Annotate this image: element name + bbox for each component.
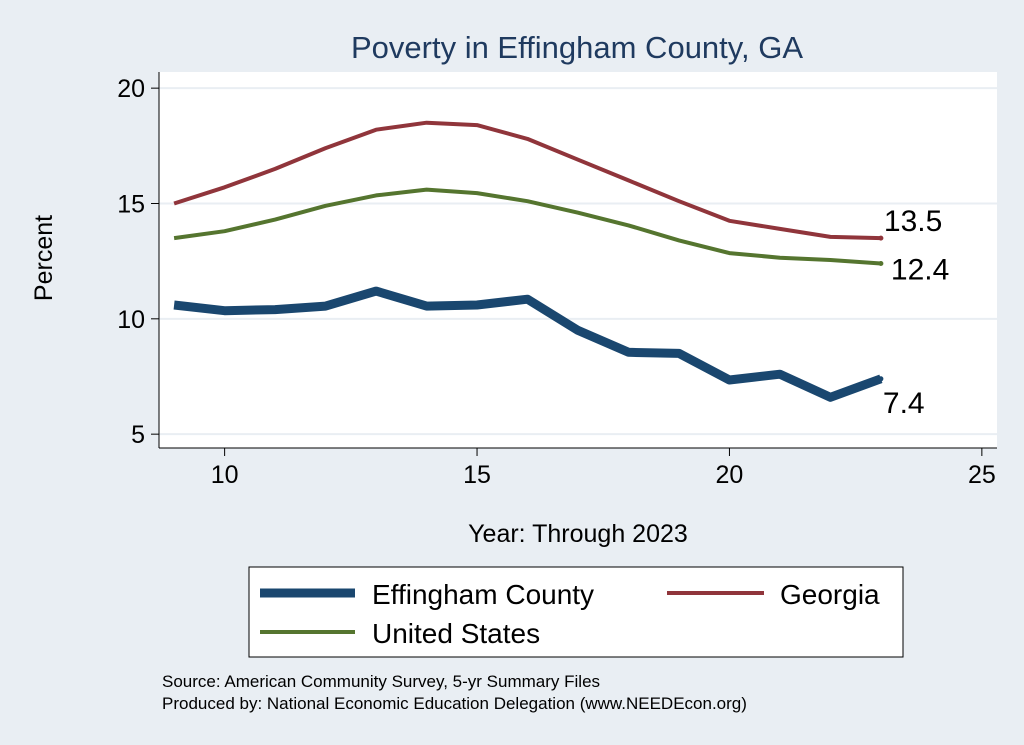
x-tick-label-20: 20 [716, 461, 744, 489]
series-lines [173, 120, 883, 402]
legend-label-united-states: United States [372, 618, 540, 649]
legend-label-effingham-county: Effingham County [372, 579, 594, 610]
y-tick-label-10: 10 [117, 306, 145, 334]
y-tick-label-20: 20 [117, 75, 145, 103]
end-label-effingham-county: 7.4 [883, 387, 925, 420]
end-labels: 7.4 13.5 12.4 [878, 205, 949, 420]
y-tick-label-15: 15 [117, 190, 145, 218]
legend: Effingham County Georgia United States [248, 566, 904, 658]
y-tick-label-5: 5 [131, 421, 145, 449]
plot-area [159, 72, 997, 448]
grid-lines [159, 87, 997, 436]
source-note: Source: American Community Survey, 5-yr … [162, 672, 600, 691]
series-line-georgia [173, 120, 881, 241]
x-tick-label-15: 15 [463, 461, 491, 489]
produced-by-note: Produced by: National Economic Education… [162, 694, 747, 713]
x-axis-title: Year: Through 2023 [468, 520, 688, 548]
x-tick-label-10: 10 [211, 461, 239, 489]
series-line-united-states [173, 187, 882, 266]
chart-title: Poverty in Effingham County, GA [351, 30, 803, 65]
legend-box [248, 566, 904, 658]
end-marker-effingham-county [878, 376, 884, 382]
end-label-united-states: 12.4 [891, 253, 949, 286]
x-tick-label-25: 25 [968, 461, 996, 489]
series-line-effingham-county [173, 286, 883, 402]
end-label-georgia: 13.5 [884, 205, 942, 238]
axes: 5 10 15 20 10 15 20 25 [117, 72, 997, 489]
end-marker-georgia [878, 235, 884, 241]
legend-label-georgia: Georgia [780, 579, 880, 610]
y-axis-title: Percent [30, 215, 58, 301]
end-marker-united-states [878, 260, 884, 266]
